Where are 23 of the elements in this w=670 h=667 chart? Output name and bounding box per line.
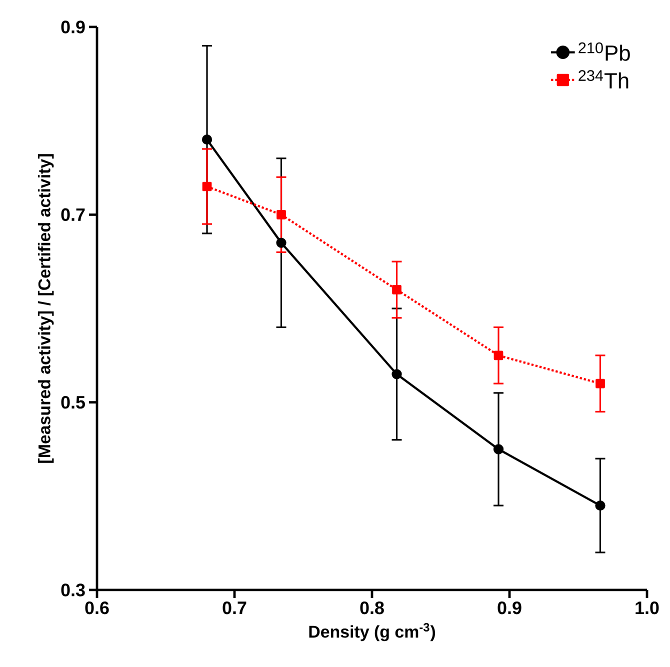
point xyxy=(392,369,402,380)
y-tick-label: 0.7 xyxy=(61,208,85,221)
point xyxy=(493,444,504,454)
y-tick-label: 0.5 xyxy=(61,396,85,409)
point xyxy=(392,285,402,294)
x-tick-label: 0.7 xyxy=(222,601,246,614)
point xyxy=(202,182,212,192)
x-axis-title: Density (g cm$^{-3}$) xyxy=(309,623,436,642)
point xyxy=(202,134,212,145)
x-tick-label: 0.8 xyxy=(360,601,384,614)
legend-label: $^{210}$Pb xyxy=(578,42,630,61)
point xyxy=(276,210,286,220)
y-tick-label: 0.3 xyxy=(61,584,85,596)
point xyxy=(595,500,606,511)
point xyxy=(596,378,605,388)
point xyxy=(276,238,286,248)
x-tick-label: 0.6 xyxy=(85,601,109,614)
y-tick-label: 0.9 xyxy=(61,20,85,34)
point xyxy=(494,350,504,360)
x-tick-label: 0.9 xyxy=(498,601,522,614)
y-axis-title: [Measured activity] / [Certified activity] xyxy=(38,154,54,463)
legend-label: $^{234}$Th xyxy=(578,70,628,88)
x-tick-label: 1.0 xyxy=(636,601,659,614)
